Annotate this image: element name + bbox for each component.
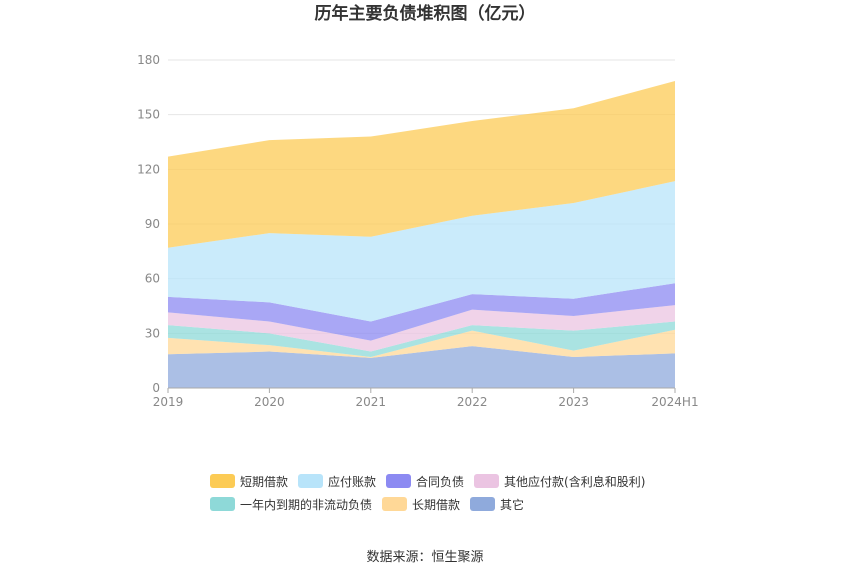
x-tick-label: 2024H1 (651, 395, 698, 409)
legend-swatch (210, 497, 235, 511)
x-tick-label: 2019 (153, 395, 184, 409)
data-source: 数据来源：恒生聚源 (366, 550, 484, 565)
y-tick-label: 180 (137, 53, 160, 67)
x-tick-label: 2023 (558, 395, 589, 409)
area-series-6 (168, 80, 675, 248)
legend: 短期借款 应付账款 合同负债 其他应付款(含利息和股利) 一年内到期的非流动负债 长期借款… (210, 473, 710, 519)
x-tick-label: 2020 (254, 395, 285, 409)
legend-item[interactable]: 短期借款 (210, 473, 288, 489)
x-tick-label: 2022 (457, 395, 488, 409)
legend-item[interactable]: 其他应付款(含利息和股利) (474, 473, 645, 489)
legend-item[interactable]: 合同负债 (386, 473, 464, 489)
legend-item[interactable]: 其它 (470, 496, 524, 512)
area-series-4 (168, 283, 675, 341)
chart-title: 历年主要负债堆积图（亿元） (314, 4, 536, 24)
y-tick-label: 0 (152, 381, 160, 395)
x-tick-label: 2021 (356, 395, 387, 409)
area-series-3 (168, 305, 675, 352)
y-tick-label: 60 (145, 272, 160, 286)
legend-swatch (210, 474, 235, 488)
area-series-5 (168, 181, 675, 322)
area-series-1 (168, 329, 675, 358)
area-chart: 0 30 60 90 120 150 180 2019 2020 2021 2022 2023 2024… (137, 53, 699, 409)
legend-item[interactable]: 应付账款 (298, 473, 376, 489)
legend-label: 长期借款 (412, 497, 461, 512)
legend-label: 短期借款 (240, 474, 289, 489)
y-tick-label: 120 (137, 162, 160, 176)
area-series-0 (168, 346, 675, 388)
legend-row: 短期借款 应付账款 合同负债 其他应付款(含利息和股利) (210, 473, 710, 489)
legend-item[interactable]: 一年内到期的非流动负债 (210, 496, 372, 512)
legend-label: 合同负债 (416, 474, 465, 489)
legend-label: 一年内到期的非流动负债 (240, 497, 373, 512)
legend-label: 应付账款 (328, 474, 377, 489)
legend-label: 其它 (500, 497, 525, 512)
legend-swatch (386, 474, 412, 488)
legend-swatch (470, 497, 496, 511)
legend-row: 一年内到期的非流动负债 长期借款 其它 (210, 496, 710, 512)
y-tick-label: 30 (145, 326, 160, 340)
y-tick-label: 150 (137, 108, 160, 122)
legend-swatch (382, 497, 408, 511)
area-series-2 (168, 321, 675, 358)
legend-swatch (474, 474, 500, 488)
legend-swatch (298, 474, 324, 488)
y-tick-label: 90 (145, 217, 160, 231)
legend-item[interactable]: 长期借款 (382, 496, 460, 512)
legend-label: 其他应付款(含利息和股利) (504, 474, 646, 489)
